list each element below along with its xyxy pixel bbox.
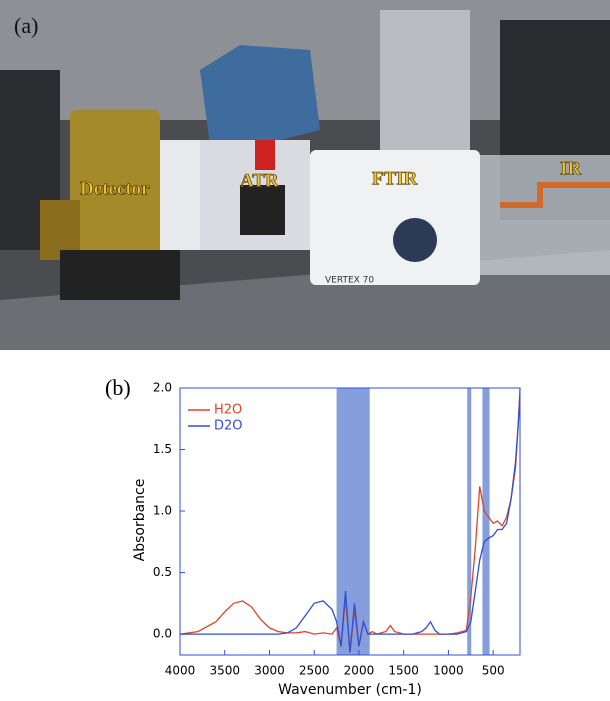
annotation: Detector xyxy=(80,178,150,199)
panel-label: (b) xyxy=(105,375,131,400)
panel-label: (a) xyxy=(14,13,38,38)
x-tick-label: 4000 xyxy=(165,664,196,678)
y-tick-label: 1.5 xyxy=(153,442,172,456)
shaded-range xyxy=(336,388,370,655)
y-tick-label: 1.0 xyxy=(153,504,172,518)
plot-frame xyxy=(179,387,521,656)
x-tick-label: 3000 xyxy=(254,664,285,678)
annotation: FTIR xyxy=(372,168,418,189)
shaded-range xyxy=(467,388,472,655)
y-axis-label: Absorbance xyxy=(132,479,148,562)
x-axis-label: Wavenumber (cm-1) xyxy=(278,682,422,698)
legend-label: D2O xyxy=(214,419,243,434)
x-tick-label: 2000 xyxy=(344,664,375,678)
atr-stage xyxy=(240,185,285,235)
x-tick-label: 3500 xyxy=(209,664,240,678)
rack xyxy=(380,10,470,160)
x-tick-label: 1000 xyxy=(433,664,464,678)
annotation: ATR xyxy=(240,170,279,191)
ftir-body xyxy=(310,150,480,285)
stage xyxy=(60,250,180,300)
device-text: VERTEX 70 xyxy=(325,276,374,286)
x-tick-label: 1500 xyxy=(388,664,419,678)
atr-part xyxy=(255,140,275,170)
x-tick-label: 2500 xyxy=(299,664,330,678)
y-tick-label: 0.5 xyxy=(153,565,172,579)
series-line xyxy=(179,387,521,653)
legend-label: H2O xyxy=(214,403,242,418)
series-line xyxy=(180,394,521,653)
enclosure xyxy=(480,155,610,275)
photo: (a) Detector ATR FTIR IR VERTEX 70 xyxy=(0,0,610,350)
y-tick-label: 2.0 xyxy=(153,381,172,395)
ir-beam xyxy=(500,182,610,208)
atr-lid xyxy=(200,45,320,150)
annotation: IR xyxy=(560,158,581,179)
shaded-range xyxy=(482,388,490,655)
y-tick-label: 0.0 xyxy=(153,627,172,641)
x-tick-label: 500 xyxy=(482,664,505,678)
ftir-window xyxy=(393,218,437,262)
chart: (b) Wavenumber (cm-1) Absorbance 0.0 0.5 1… xyxy=(105,375,521,698)
